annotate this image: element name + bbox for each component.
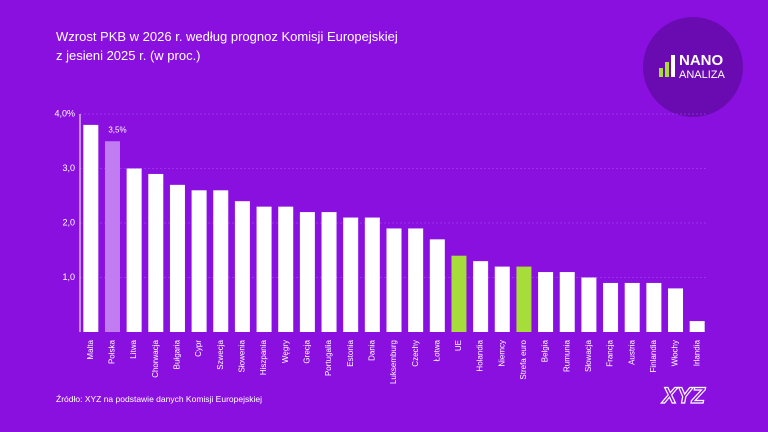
bar bbox=[148, 173, 164, 332]
x-tick-label: Dania bbox=[367, 339, 376, 360]
bar bbox=[256, 206, 272, 332]
bar bbox=[191, 190, 207, 332]
x-tick-label: UE bbox=[454, 340, 463, 351]
y-tick-label: 4,0% bbox=[54, 108, 75, 118]
bar bbox=[429, 239, 445, 332]
x-tick-label: Czechy bbox=[411, 340, 420, 367]
bar bbox=[603, 282, 619, 332]
bar bbox=[169, 184, 185, 332]
x-tick-label: Finlandia bbox=[649, 339, 658, 372]
y-tick-label: 1,0 bbox=[62, 272, 75, 282]
logo-icon bbox=[665, 62, 669, 77]
x-tick-label: Austria bbox=[627, 339, 636, 364]
bar bbox=[234, 201, 250, 332]
bar bbox=[104, 141, 120, 332]
bar bbox=[668, 288, 684, 332]
bar bbox=[321, 212, 337, 332]
bar bbox=[386, 228, 402, 332]
x-tick-label: Chorwacja bbox=[151, 339, 160, 377]
bar bbox=[278, 206, 294, 332]
x-tick-label: Strefa euro bbox=[519, 339, 528, 379]
x-tick-label: Łotwa bbox=[432, 339, 441, 361]
x-tick-label: Rumunia bbox=[562, 339, 571, 372]
x-tick-label: Niemcy bbox=[497, 340, 506, 367]
y-tick-label: 3,0 bbox=[62, 163, 75, 173]
x-tick-label: Portugalia bbox=[324, 339, 333, 376]
x-tick-label: Belgia bbox=[541, 339, 550, 362]
bar bbox=[408, 228, 424, 332]
x-tick-label: Grecja bbox=[302, 339, 311, 363]
bar bbox=[689, 321, 705, 332]
bar bbox=[451, 255, 467, 332]
bar bbox=[343, 217, 359, 332]
bar bbox=[581, 277, 597, 332]
x-tick-label: Luksemburg bbox=[389, 340, 398, 384]
x-tick-label: Polska bbox=[108, 339, 117, 364]
x-tick-label: Francja bbox=[606, 339, 615, 366]
logo-circle bbox=[643, 17, 743, 117]
x-tick-label: Holandia bbox=[476, 339, 485, 371]
x-tick-label: Malta bbox=[86, 339, 95, 359]
value-label: 3,5% bbox=[108, 125, 126, 134]
bar bbox=[213, 190, 229, 332]
x-tick-label: Hiszpania bbox=[259, 339, 268, 375]
logo-icon bbox=[671, 55, 675, 77]
bar bbox=[494, 266, 510, 332]
x-tick-label: Szwecja bbox=[216, 339, 225, 369]
bar bbox=[624, 282, 640, 332]
bar bbox=[126, 168, 142, 332]
x-tick-label: Węgry bbox=[281, 340, 290, 363]
x-tick-label: Estonia bbox=[346, 339, 355, 366]
bar bbox=[473, 261, 489, 332]
source: Źródło: XYZ na podstawie danych Komisji … bbox=[56, 394, 262, 404]
x-tick-label: Cypr bbox=[194, 340, 203, 357]
logo-text: NANO bbox=[679, 52, 723, 69]
bar bbox=[516, 266, 532, 332]
x-tick-label: Litwa bbox=[129, 339, 138, 358]
brand-logo: XYZ bbox=[660, 383, 706, 408]
bar bbox=[538, 272, 554, 332]
x-tick-label: Włochy bbox=[671, 340, 680, 366]
bar bbox=[299, 212, 315, 332]
y-tick-label: 2,0 bbox=[62, 217, 75, 227]
logo-text: ANALIZA bbox=[679, 69, 726, 81]
chart-title: Wzrost PKB w 2026 r. według prognoz Komi… bbox=[56, 29, 398, 44]
x-tick-label: Słowacja bbox=[584, 339, 593, 372]
bar bbox=[83, 124, 99, 333]
logo: NANO ANALIZA bbox=[643, 17, 743, 117]
logo-icon bbox=[659, 68, 663, 77]
bar bbox=[364, 217, 380, 332]
bar bbox=[646, 282, 662, 332]
x-tick-label: Bułgaria bbox=[173, 339, 182, 369]
x-tick-label: Słowenia bbox=[238, 339, 247, 372]
x-tick-label: Irlandia bbox=[692, 339, 701, 366]
chart-title: z jesieni 2025 r. (w proc.) bbox=[56, 48, 201, 63]
bar bbox=[559, 272, 575, 332]
